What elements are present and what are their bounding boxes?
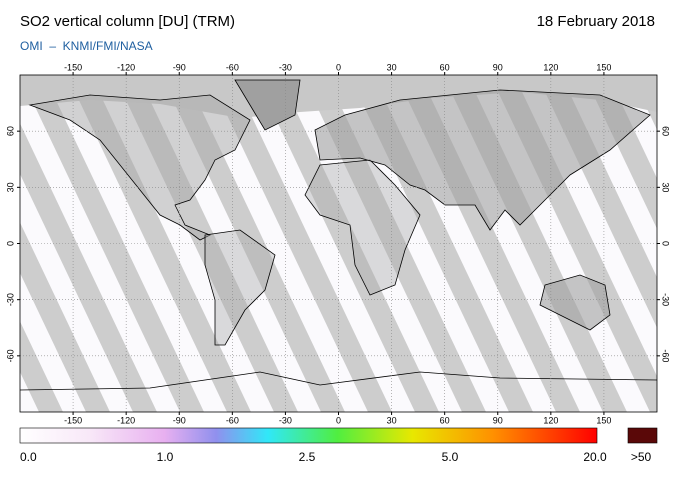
colorbar-label: 1.0 [157,450,174,464]
credit: OMI – KNMI/FMI/NASA [20,39,153,53]
lon-label-top: -150 [64,62,82,72]
swath-gap [20,75,204,412]
colorbar-label: 20.0 [583,450,607,464]
lon-label-top: -120 [117,62,135,72]
colorbar-label: 0.0 [20,450,37,464]
swath-gap [20,123,157,412]
coastlines [20,79,657,391]
lon-label-bottom: -120 [117,415,135,425]
lon-label-top: 120 [543,62,558,72]
lon-label-bottom: 60 [440,415,450,425]
lon-label-bottom: -150 [64,415,82,425]
lon-label-top: -60 [226,62,239,72]
lat-label-left: -30 [5,293,15,306]
lon-label-top: -90 [173,62,186,72]
lon-label-bottom: -90 [173,415,186,425]
lon-label-top: 60 [440,62,450,72]
colorbar-label: 5.0 [442,450,459,464]
lon-label-top: 90 [493,62,503,72]
swath-gap [302,75,486,412]
lat-label-right: -30 [661,293,671,306]
colorbar-label: 2.5 [299,450,316,464]
lon-label-bottom: 0 [336,415,341,425]
lat-label-right: 0 [661,241,671,246]
title: SO2 vertical column [DU] (TRM) [20,13,235,30]
lon-label-bottom: 120 [543,415,558,425]
lat-label-left: 0 [5,241,15,246]
date: 18 February 2018 [537,13,655,30]
lon-label-top: 0 [336,62,341,72]
lon-label-top: 150 [596,62,611,72]
lon-label-bottom: -60 [226,415,239,425]
lon-label-bottom: 90 [493,415,503,425]
colorbar-label: >50 [631,450,652,464]
lat-label-right: -60 [661,349,671,362]
lon-label-bottom: 150 [596,415,611,425]
lon-label-top: 30 [387,62,397,72]
lat-label-left: -60 [5,349,15,362]
swath-gap [20,222,110,412]
lat-label-right: 60 [661,126,671,136]
axis-labels: -150 -150 -120 -120 -90 -90 -60 -60 -30 -30 0 0 30 30… [5,62,670,425]
lat-label-left: 30 [5,182,15,192]
lon-label-top: -30 [279,62,292,72]
lon-label-bottom: 30 [387,415,397,425]
lat-label-right: 30 [661,182,671,192]
lon-label-bottom: -30 [279,415,292,425]
lat-label-left: 60 [5,126,15,136]
map [20,75,657,412]
colorbar-overflow [627,427,658,444]
colorbar [19,427,598,444]
colorbar-labels: 0.0 1.0 2.5 5.0 20.0 >50 [20,450,652,464]
graticule [20,75,657,412]
